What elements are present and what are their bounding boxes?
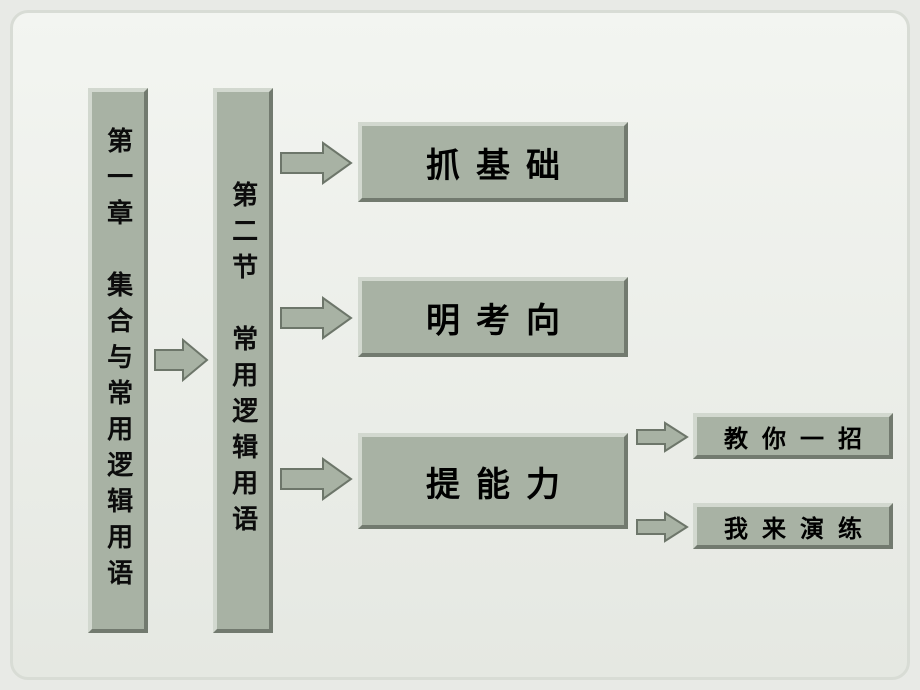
arrow-to-practice xyxy=(635,511,689,543)
arrow-to-tips xyxy=(635,421,689,453)
section-box: 第二节 常用逻辑用语 xyxy=(213,88,273,633)
basics-box: 抓基础 xyxy=(358,122,628,202)
tips-box: 教你一招 xyxy=(693,413,893,459)
direction-label: 明考向 xyxy=(410,293,576,342)
ability-box: 提能力 xyxy=(358,433,628,529)
section-label: 第二节 常用逻辑用语 xyxy=(227,181,258,541)
practice-box: 我来演练 xyxy=(693,503,893,549)
chapter-label: 第一章 集合与常用逻辑用语 xyxy=(102,127,133,595)
arrow-to-direction xyxy=(279,296,353,340)
arrow-to-ability xyxy=(279,457,353,501)
chapter-box: 第一章 集合与常用逻辑用语 xyxy=(88,88,148,633)
diagram-canvas: 第一章 集合与常用逻辑用语 第二节 常用逻辑用语 抓基础 明考向 提能力 xyxy=(10,10,910,680)
tips-label: 教你一招 xyxy=(710,419,876,454)
arrow-to-basics xyxy=(279,141,353,185)
ability-label: 提能力 xyxy=(410,457,576,506)
direction-box: 明考向 xyxy=(358,277,628,357)
practice-label: 我来演练 xyxy=(710,509,876,544)
basics-label: 抓基础 xyxy=(410,138,576,187)
arrow-chapter-to-section xyxy=(153,338,209,382)
